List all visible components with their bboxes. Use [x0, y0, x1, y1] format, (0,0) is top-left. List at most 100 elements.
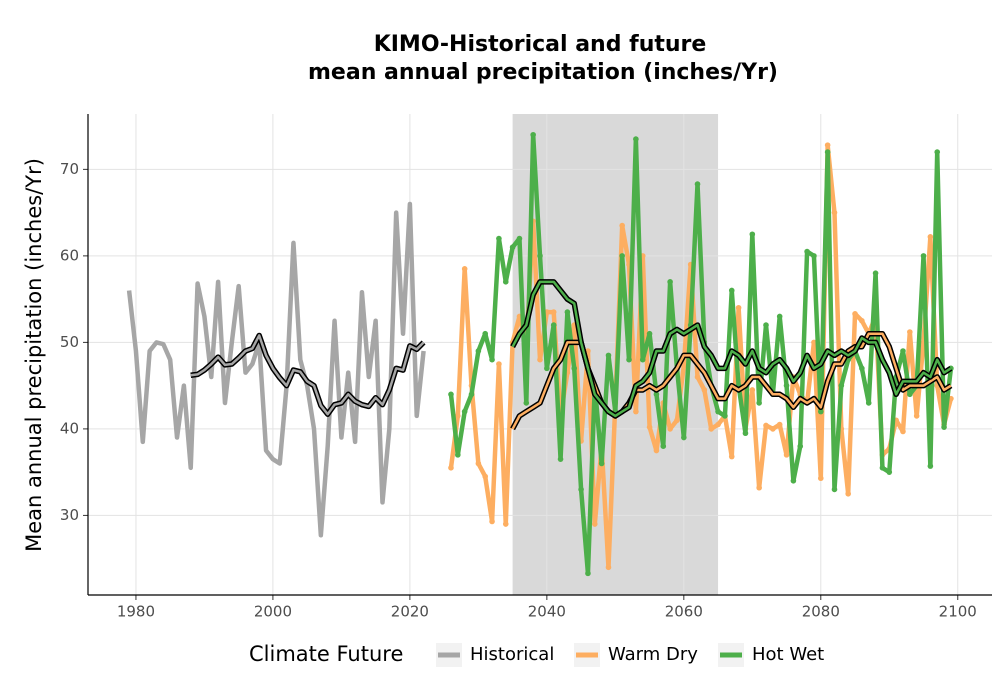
data-point [783, 382, 790, 389]
data-point [879, 465, 886, 471]
y-tick-label: 30 [60, 506, 79, 524]
data-point [927, 234, 934, 240]
data-point [701, 387, 708, 393]
data-point [756, 400, 762, 406]
data-point [489, 356, 495, 363]
data-point [872, 270, 879, 276]
data-point [913, 413, 920, 419]
data-point [749, 387, 756, 393]
data-point [619, 222, 625, 229]
data-point [667, 426, 673, 432]
data-point [728, 453, 735, 460]
series-line [448, 132, 954, 576]
data-point [838, 382, 845, 389]
data-point [448, 391, 454, 398]
y-axis-label: Mean annual precipitation (inches/Yr) [22, 158, 46, 552]
data-point [770, 426, 776, 432]
data-point [776, 313, 783, 320]
data-point [633, 136, 639, 142]
data-point [605, 352, 612, 359]
data-point [852, 311, 858, 317]
data-point [496, 361, 502, 367]
x-tick-label: 2020 [391, 603, 429, 621]
legend-label: Hot Wet [752, 644, 824, 665]
chart-title: KIMO-Historical and future [374, 32, 707, 57]
legend-label: Warm Dry [608, 644, 698, 665]
data-point [591, 521, 598, 527]
data-point [468, 391, 475, 398]
data-point [598, 460, 605, 467]
data-point [694, 374, 701, 380]
data-point [475, 348, 482, 354]
legend-title: Climate Future [249, 642, 403, 666]
data-point [763, 322, 769, 328]
data-point [811, 339, 817, 346]
data-point [585, 570, 591, 577]
data-point [900, 348, 906, 354]
data-point [797, 443, 804, 450]
data-point [571, 365, 578, 372]
x-tick-label: 1980 [117, 603, 155, 621]
data-point [783, 452, 790, 458]
data-point [859, 365, 865, 372]
data-point [502, 279, 509, 285]
data-point [455, 452, 461, 458]
data-point [626, 356, 632, 363]
data-point [824, 149, 831, 155]
data-point [831, 209, 838, 216]
data-point [605, 564, 612, 571]
data-point [482, 330, 489, 337]
data-point [646, 330, 653, 337]
x-tick-label: 2100 [939, 603, 977, 621]
data-point [756, 484, 762, 491]
data-point [681, 434, 687, 441]
data-point [660, 443, 667, 450]
y-tick-label: 70 [60, 160, 79, 178]
y-tick-label: 40 [60, 419, 79, 437]
x-tick-label: 2060 [665, 603, 703, 621]
data-point [941, 424, 947, 430]
chart-title: mean annual precipitation (inches/Yr) [308, 60, 778, 85]
rolling-mean-line [190, 334, 425, 416]
data-point [886, 469, 893, 475]
data-point [523, 400, 530, 406]
data-point [530, 131, 536, 138]
series-line [126, 201, 426, 538]
data-point [537, 253, 543, 259]
data-point [776, 421, 783, 428]
data-point [509, 244, 516, 251]
x-tick-label: 2000 [254, 603, 292, 621]
data-point [845, 490, 851, 497]
data-point [550, 309, 557, 315]
data-point [694, 181, 701, 187]
data-point [865, 400, 872, 406]
data-point [455, 413, 461, 419]
data-point [516, 235, 523, 242]
data-point [461, 408, 468, 415]
data-point [763, 422, 769, 429]
data-point [557, 456, 564, 462]
data-point [824, 142, 831, 148]
data-point [489, 518, 495, 525]
data-point [831, 486, 838, 493]
legend-label: Historical [470, 644, 554, 665]
x-tick-label: 2080 [802, 603, 840, 621]
data-point [502, 521, 509, 527]
data-point [681, 362, 687, 369]
data-point [646, 424, 653, 430]
data-point [619, 253, 625, 259]
data-point [564, 309, 571, 315]
data-point [633, 408, 639, 415]
data-point [817, 408, 824, 415]
data-point [496, 235, 502, 242]
data-point [817, 475, 824, 482]
data-point [461, 266, 468, 272]
data-point [735, 304, 742, 311]
data-point [674, 417, 680, 424]
data-point [475, 460, 482, 467]
data-point [578, 486, 584, 493]
data-point [804, 248, 810, 255]
data-point [715, 408, 721, 415]
data-point [708, 426, 715, 432]
